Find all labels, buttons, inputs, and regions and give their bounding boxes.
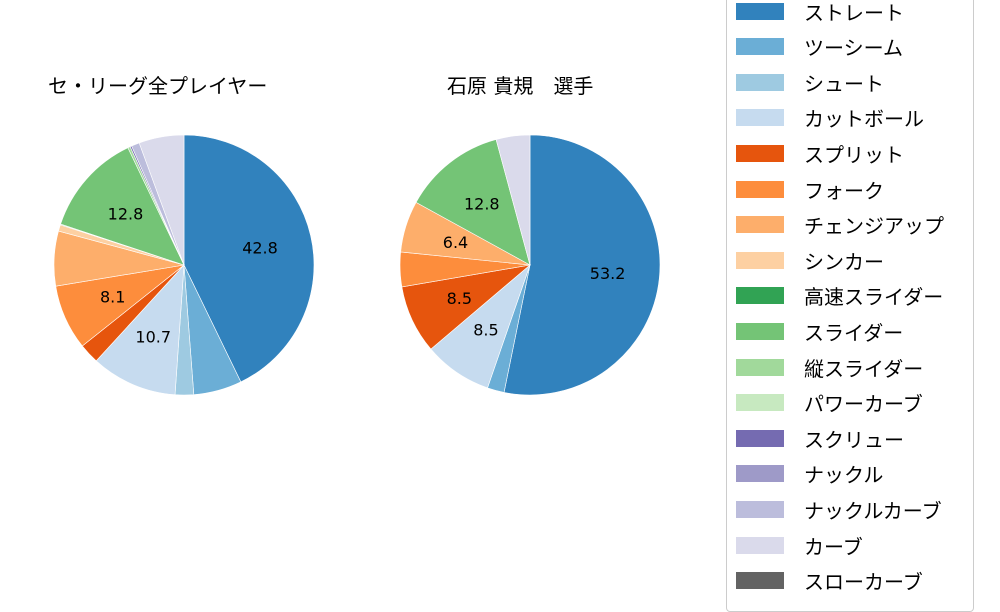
legend-label: ナックルカーブ xyxy=(804,498,942,523)
legend-item: カットボール xyxy=(736,106,924,132)
legend-swatch xyxy=(736,180,784,198)
legend-item: 高速スライダー xyxy=(736,284,944,310)
slice-value-label: 53.2 xyxy=(590,264,626,283)
legend-label: カットボール xyxy=(804,107,924,132)
legend-swatch xyxy=(736,251,784,269)
slice-value-label: 6.4 xyxy=(443,233,468,252)
legend-item: スクリュー xyxy=(736,426,904,452)
legend-item: スライダー xyxy=(736,319,904,345)
pie-slice xyxy=(183,134,315,383)
player-pie-chart: 53.2 8.58.5 6.4 12.8 xyxy=(399,134,661,396)
pie-slice xyxy=(138,134,185,266)
league-pie-chart: 42.8 10.7 8.1 12.8 xyxy=(53,134,315,396)
legend-swatch xyxy=(736,2,784,20)
legend-label: スローカーブ xyxy=(804,570,923,595)
legend-label: スプリット xyxy=(804,142,904,167)
left-chart-title: セ・リーグ全プレイヤー xyxy=(48,74,268,98)
right-chart-title: 石原 貴規 選手 xyxy=(447,74,594,98)
legend-item: フォーク xyxy=(736,177,884,203)
legend-label: チェンジアップ xyxy=(804,214,944,239)
legend-label: フォーク xyxy=(804,178,884,203)
slice-value-label: 12.8 xyxy=(464,195,500,214)
legend-swatch xyxy=(736,465,784,483)
legend-item: ナックルカーブ xyxy=(736,497,942,523)
pie-slice xyxy=(415,139,531,266)
legend-item: パワーカーブ xyxy=(736,391,923,417)
legend-swatch xyxy=(736,500,784,518)
legend-item: 縦スライダー xyxy=(736,355,924,381)
legend-item: ストレート xyxy=(736,0,904,25)
legend-label: シュート xyxy=(804,71,884,96)
legend-label: シンカー xyxy=(804,249,884,274)
legend-swatch xyxy=(736,322,784,340)
slice-value-label: 8.5 xyxy=(447,289,472,308)
legend-label: スクリュー xyxy=(804,427,904,452)
legend-label: カーブ xyxy=(804,534,863,559)
legend-swatch xyxy=(736,287,784,305)
legend-item: カーブ xyxy=(736,533,863,559)
slice-value-label: 42.8 xyxy=(242,239,278,258)
slice-value-label: 8.1 xyxy=(100,288,125,307)
legend-swatch xyxy=(736,38,784,56)
legend-label: ストレート xyxy=(804,0,904,25)
legend-label: ツーシーム xyxy=(804,36,903,61)
legend-label: パワーカーブ xyxy=(804,392,923,417)
legend-item: シュート xyxy=(736,70,884,96)
legend-swatch xyxy=(736,109,784,127)
legend-item: スプリット xyxy=(736,141,904,167)
legend-label: 縦スライダー xyxy=(804,356,924,381)
legend-item: シンカー xyxy=(736,248,884,274)
pie-slice xyxy=(95,264,185,396)
legend-label: 高速スライダー xyxy=(804,285,944,310)
legend-item: スローカーブ xyxy=(736,569,923,595)
legend-swatch xyxy=(736,429,784,447)
legend-label: ナックル xyxy=(804,463,884,488)
legend-swatch xyxy=(736,216,784,234)
legend-item: ナックル xyxy=(736,462,884,488)
legend-swatch xyxy=(736,73,784,91)
legend-swatch xyxy=(736,144,784,162)
pie-slice xyxy=(503,134,661,396)
slice-value-label: 12.8 xyxy=(108,204,144,223)
legend: ストレートツーシームシュートカットボール スプリットフォークチェンジアップ シンカー… xyxy=(726,0,974,612)
legend-swatch xyxy=(736,536,784,554)
slice-value-label: 10.7 xyxy=(135,328,171,347)
legend-item: チェンジアップ xyxy=(736,213,944,239)
legend-label: スライダー xyxy=(804,320,904,345)
pie-slice xyxy=(495,134,531,266)
legend-item: ツーシーム xyxy=(736,35,903,61)
legend-swatch xyxy=(736,572,784,590)
pie-slice xyxy=(60,147,185,266)
legend-swatch xyxy=(736,358,784,376)
legend-swatch xyxy=(736,394,784,412)
slice-value-label: 8.5 xyxy=(473,320,498,339)
